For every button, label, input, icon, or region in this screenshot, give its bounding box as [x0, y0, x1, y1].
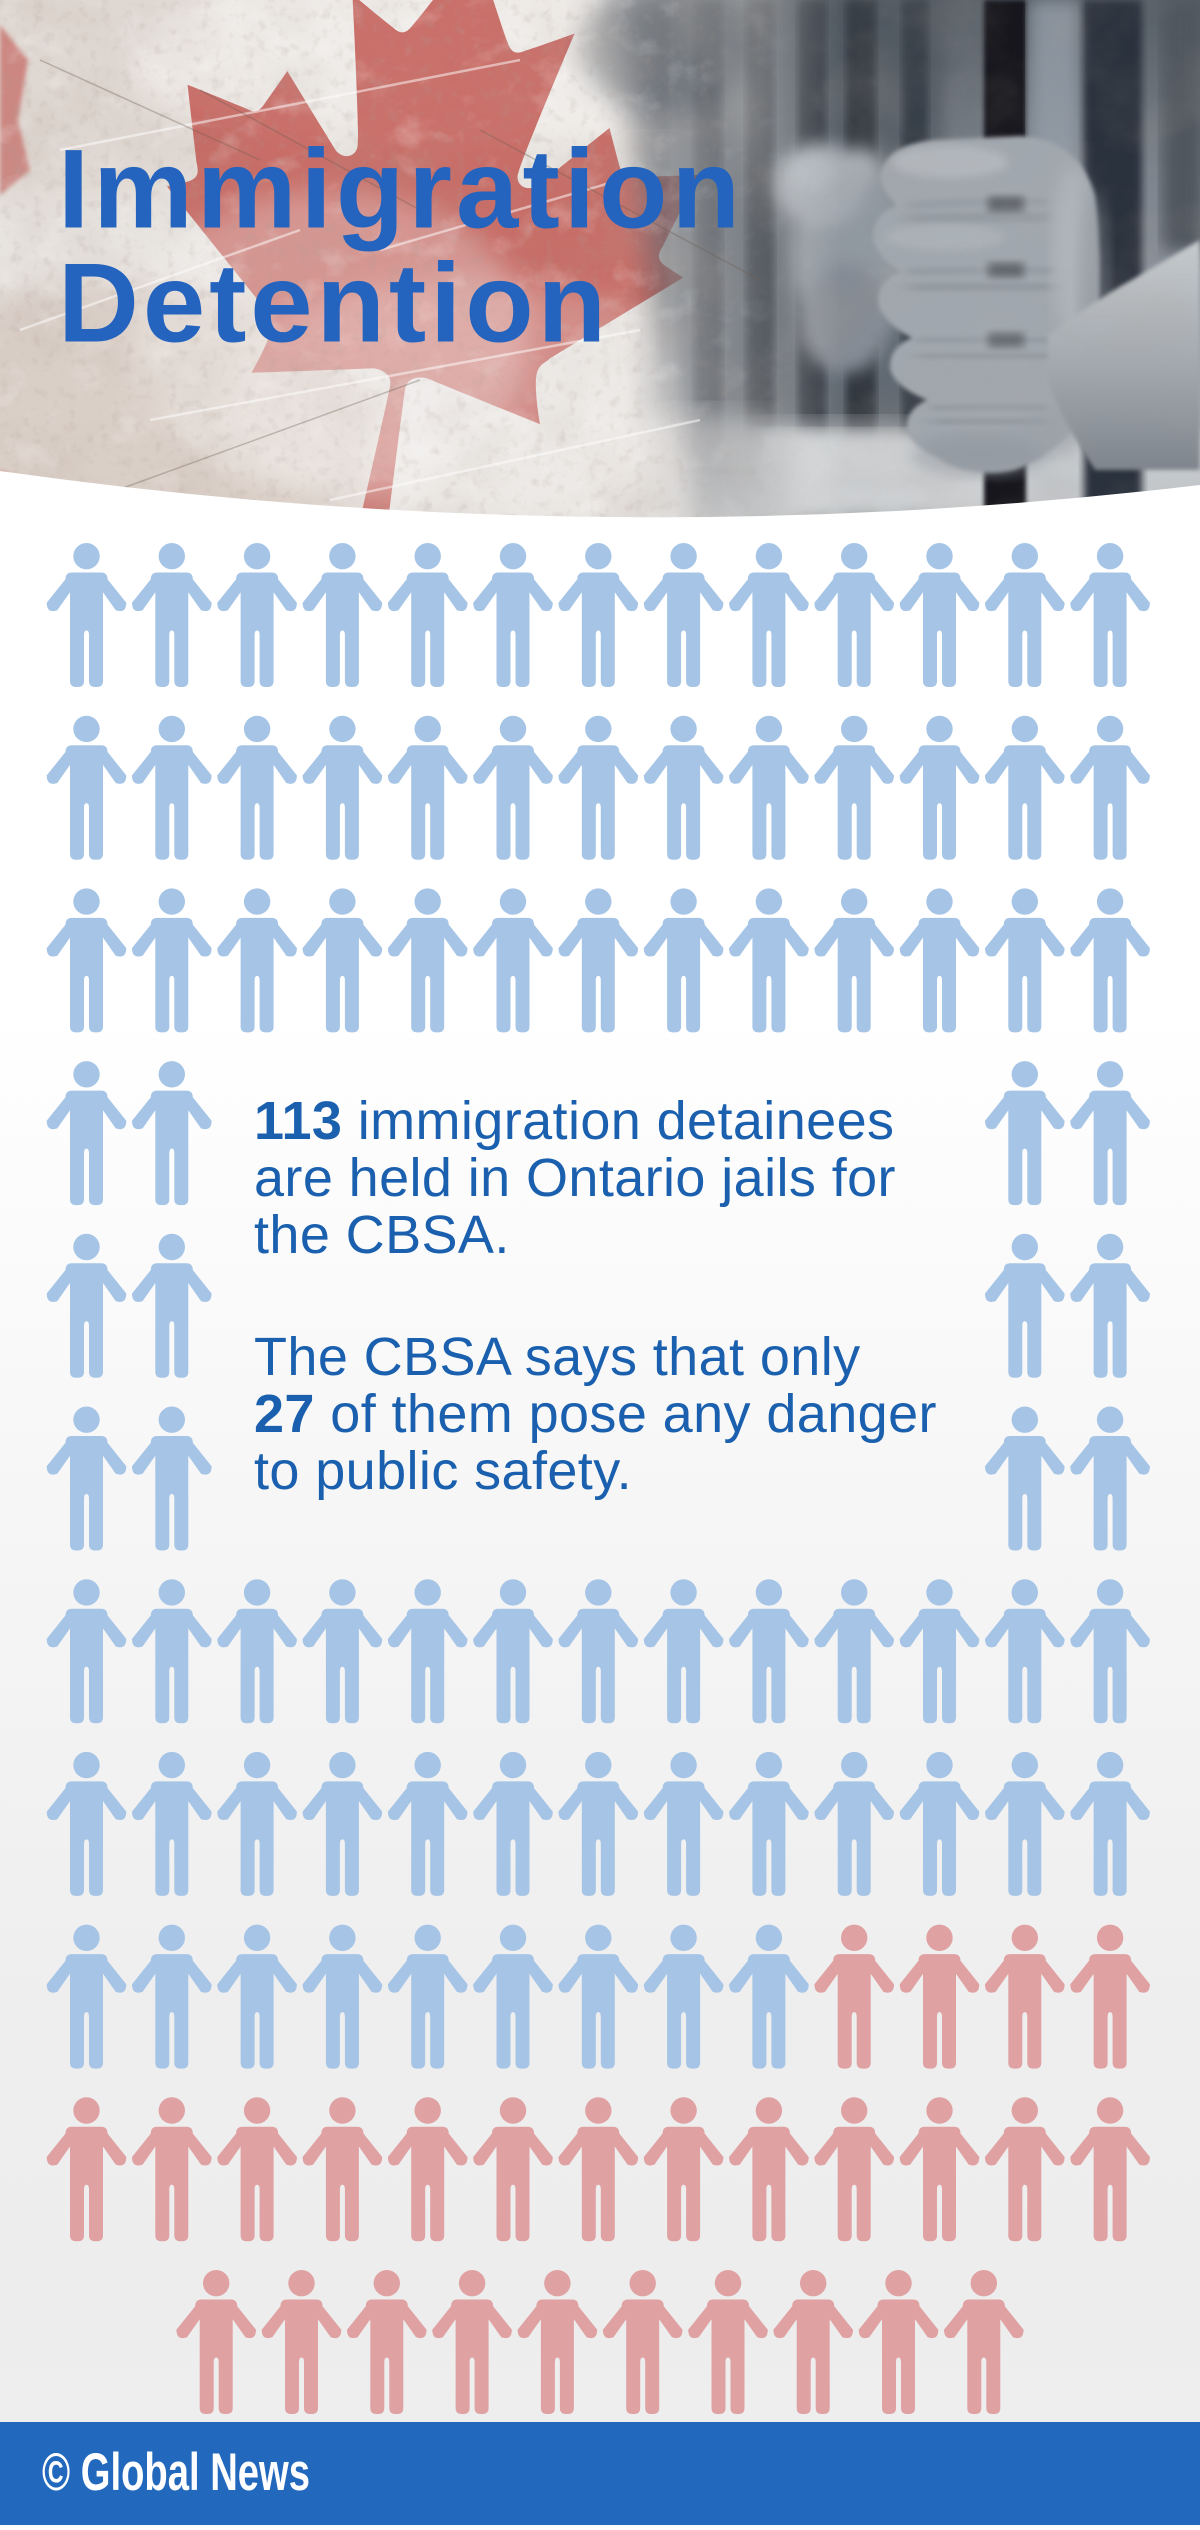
svg-text:Detention: Detention: [58, 241, 606, 366]
svg-text:Immigration: Immigration: [58, 127, 740, 252]
svg-text:© Global News: © Global News: [42, 2443, 310, 2502]
